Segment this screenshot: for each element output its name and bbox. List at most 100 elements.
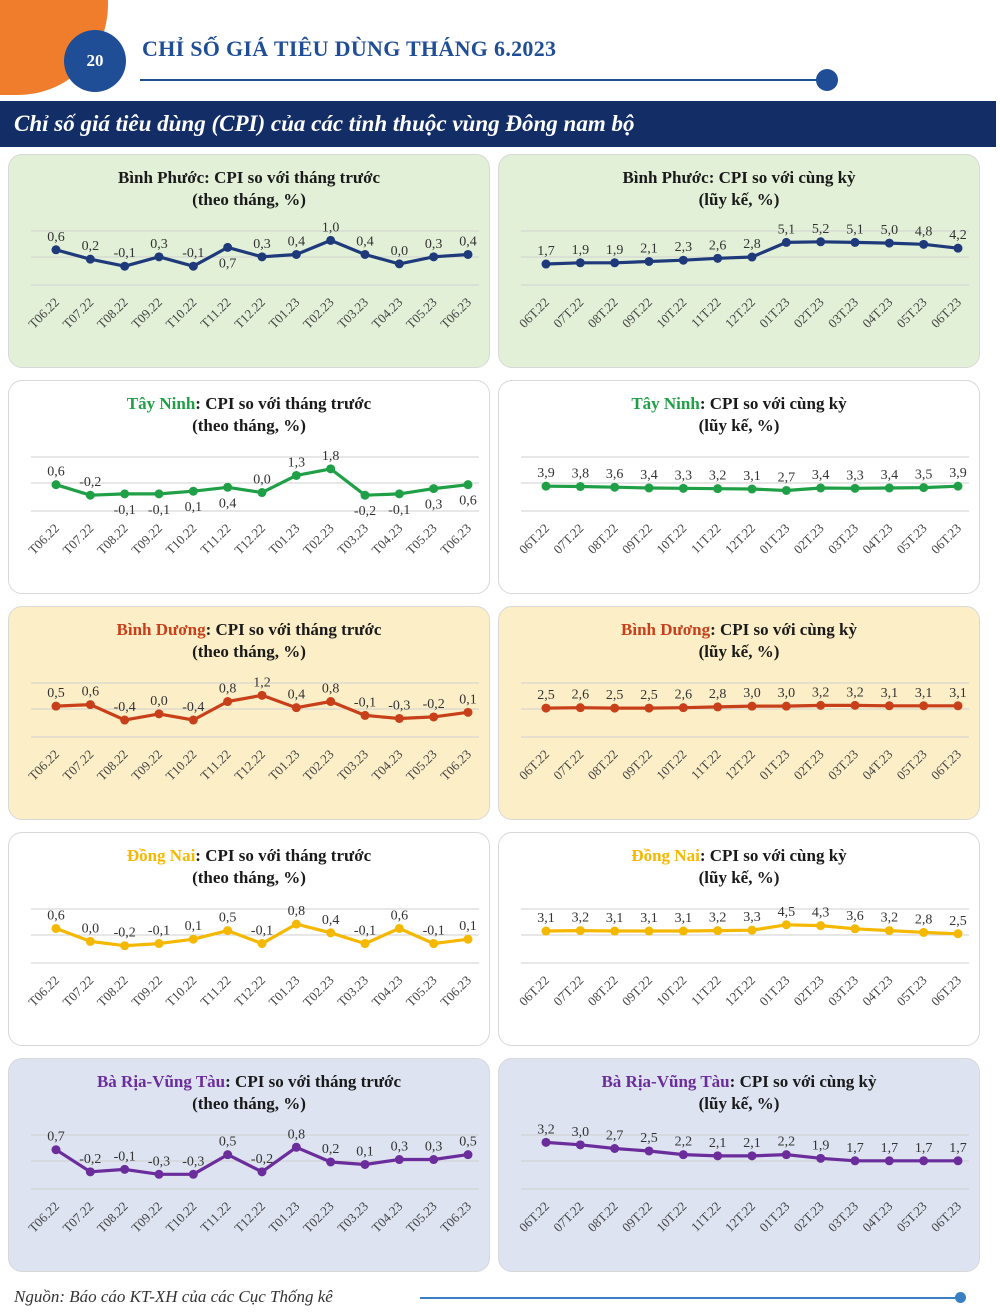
data-point	[541, 481, 551, 491]
data-label: 0,8	[288, 1127, 306, 1142]
data-point	[429, 939, 439, 949]
chart-panel: Bình Phước: CPI so với tháng trước (theo …	[8, 154, 490, 368]
data-point	[257, 488, 267, 498]
data-label: 3,2	[709, 469, 727, 484]
x-tick-label: T02.23	[300, 747, 337, 784]
data-label: 0,2	[322, 1142, 340, 1157]
data-label: 0,7	[219, 256, 237, 271]
data-label: 0,4	[322, 913, 340, 928]
data-label: -0,2	[114, 926, 136, 941]
data-point	[326, 928, 336, 938]
chart-title-province: Bà Rịa-Vũng Tàu	[96, 1072, 226, 1091]
data-point	[678, 483, 688, 493]
x-tick-label: T06.22	[25, 521, 62, 558]
data-label: -0,2	[79, 1152, 101, 1167]
data-label: 0,0	[391, 244, 409, 259]
data-label: -0,2	[354, 504, 376, 519]
data-point	[360, 490, 370, 500]
chart-title: Bà Rịa-Vũng Tàu: CPI so với cùng kỳ (lũy …	[499, 1071, 979, 1115]
data-label: 5,1	[778, 222, 796, 237]
data-label: 0,0	[150, 694, 168, 709]
x-tick-label: 03T.23	[825, 747, 861, 783]
chart-title-text: : CPI so với cùng kỳ	[729, 1072, 877, 1091]
x-tick-label: 08T.22	[585, 973, 621, 1009]
x-tick-label: 01T.23	[756, 521, 792, 557]
data-label: 2,8	[915, 912, 933, 927]
data-point	[223, 482, 233, 492]
data-label: 0,4	[459, 234, 477, 249]
x-tick-label: 04T.23	[859, 747, 895, 783]
x-tick-label: T12.22	[231, 295, 268, 332]
chart-panel: Bình Dương: CPI so với tháng trước (theo …	[8, 606, 490, 820]
data-label: 3,9	[949, 466, 967, 481]
data-label: 2,6	[709, 238, 727, 253]
x-tick-label: T04.23	[369, 973, 406, 1010]
chart-title: Tây Ninh: CPI so với cùng kỳ (lũy kế, %)	[499, 393, 979, 437]
data-label: 5,1	[846, 222, 864, 237]
x-tick-label: 07T.22	[550, 1199, 586, 1235]
data-label: 2,5	[640, 1131, 658, 1146]
data-point	[747, 252, 757, 262]
data-point	[747, 701, 757, 711]
footer-divider-dot	[955, 1292, 966, 1303]
x-tick-label: T06.23	[437, 521, 474, 558]
data-point	[678, 926, 688, 936]
data-label: 3,1	[915, 686, 933, 701]
data-label: 2,1	[743, 1136, 761, 1151]
data-label: 3,4	[812, 468, 830, 483]
data-point	[360, 710, 370, 720]
data-label: 3,1	[606, 911, 624, 926]
chart-panel: Đồng Nai: CPI so với cùng kỳ (lũy kế, %) 3…	[498, 832, 980, 1046]
x-tick-label: T10.22	[163, 747, 200, 784]
line-chart: 2,5 2,6 2,5 2,5 2,6 2,8 3,0 3,0 3,2 3,2 3,1 3,1 3,1 0…	[516, 682, 969, 783]
x-tick-label: T09.22	[128, 747, 165, 784]
x-tick-label: T07.22	[60, 747, 97, 784]
data-point	[884, 701, 894, 711]
data-point	[223, 242, 233, 252]
data-point	[154, 1169, 164, 1179]
x-tick-label: 04T.23	[859, 295, 895, 331]
x-tick-label: T03.23	[334, 521, 371, 558]
x-tick-label: T04.23	[369, 1199, 406, 1236]
data-label: 0,5	[219, 1135, 237, 1150]
data-label: 2,6	[572, 688, 590, 703]
chart-title-province: Bình Phước	[117, 168, 205, 187]
data-label: 3,2	[537, 1122, 555, 1137]
data-point	[51, 1145, 61, 1155]
chart-subtitle: (theo tháng, %)	[192, 1094, 306, 1113]
data-label: 2,5	[640, 688, 658, 703]
x-tick-label: T03.23	[334, 1199, 371, 1236]
data-label: 3,4	[640, 468, 658, 483]
line-chart: 0,6 -0,2 -0,1 -0,1 0,1 0,4 0,0 1,3 1,8 -0,2 -0,1 0,…	[25, 449, 479, 558]
data-label: 3,3	[846, 468, 864, 483]
chart-title-text: : CPI so với tháng trước	[205, 620, 382, 639]
x-tick-label: 05T.23	[894, 747, 930, 783]
data-point	[51, 245, 61, 255]
data-label: 0,3	[425, 498, 443, 513]
data-point	[291, 919, 301, 929]
data-point	[223, 1150, 233, 1160]
data-point	[463, 934, 473, 944]
x-tick-label: T02.23	[300, 295, 337, 332]
data-point	[394, 1155, 404, 1165]
data-point	[120, 715, 130, 725]
data-point	[188, 486, 198, 496]
data-label: 5,2	[812, 222, 830, 237]
data-point	[884, 926, 894, 936]
x-tick-label: T12.22	[231, 973, 268, 1010]
x-tick-label: T09.22	[128, 521, 165, 558]
data-point	[610, 482, 620, 492]
chart-title: Tây Ninh: CPI so với tháng trước (theo th…	[9, 393, 489, 437]
x-tick-label: T08.22	[94, 295, 131, 332]
x-tick-label: 01T.23	[756, 1199, 792, 1235]
data-label: 4,2	[949, 228, 967, 243]
x-tick-label: 03T.23	[825, 295, 861, 331]
x-tick-label: T08.22	[94, 747, 131, 784]
x-tick-label: T05.23	[403, 295, 440, 332]
x-tick-label: T01.23	[266, 295, 303, 332]
data-label: 3,5	[915, 468, 933, 483]
x-tick-label: T08.22	[94, 973, 131, 1010]
x-tick-label: T11.22	[197, 747, 234, 784]
data-label: 0,5	[219, 911, 237, 926]
data-label: 0,5	[47, 686, 65, 701]
